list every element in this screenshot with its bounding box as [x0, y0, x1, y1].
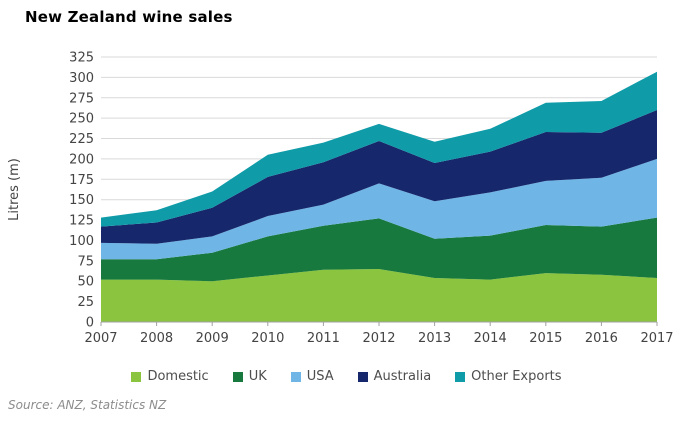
- x-tick-label: 2009: [196, 331, 229, 346]
- legend-swatch-australia: [357, 371, 368, 382]
- y-tick-label: 250: [69, 112, 94, 127]
- x-tick-label: 2012: [362, 331, 395, 346]
- y-tick-label: 325: [69, 51, 94, 66]
- x-tick-label: 2017: [640, 331, 673, 346]
- y-tick-label: 300: [69, 71, 94, 86]
- legend-label: Australia: [373, 369, 432, 384]
- area-uk: [101, 217, 657, 282]
- source-note: Source: ANZ, Statistics NZ: [8, 398, 167, 412]
- x-tick-label: 2015: [529, 331, 562, 346]
- y-tick-label: 0: [86, 316, 94, 331]
- legend-label: USA: [306, 369, 334, 384]
- x-tick-label: 2013: [418, 331, 451, 346]
- x-tick-label: 2014: [474, 331, 507, 346]
- legend-item-uk: UK: [232, 369, 267, 384]
- chart-title: New Zealand wine sales: [25, 8, 233, 26]
- area-domestic: [101, 269, 657, 322]
- x-tick-label: 2011: [307, 331, 340, 346]
- x-tick-label: 2008: [140, 331, 173, 346]
- y-tick-label: 125: [69, 214, 94, 229]
- y-tick-label: 25: [77, 295, 94, 310]
- area-other-exports: [101, 71, 657, 227]
- legend-item-australia: Australia: [357, 369, 432, 384]
- y-tick-label: 275: [69, 91, 94, 106]
- legend-label: UK: [248, 369, 267, 384]
- legend-swatch-domestic: [131, 371, 142, 382]
- x-tick-label: 2007: [84, 331, 117, 346]
- legend-swatch-other-exports: [455, 371, 466, 382]
- y-tick-label: 50: [77, 275, 94, 290]
- y-axis-title: Litres (m): [7, 158, 22, 221]
- legend-swatch-uk: [232, 371, 243, 382]
- x-tick-label: 2010: [251, 331, 284, 346]
- legend-item-other-exports: Other Exports: [455, 369, 562, 384]
- y-tick-label: 200: [69, 152, 94, 167]
- chart-legend: Domestic UK USA Australia Other Exports: [0, 369, 693, 384]
- y-tick-label: 225: [69, 132, 94, 147]
- legend-item-usa: USA: [290, 369, 334, 384]
- legend-swatch-usa: [290, 371, 301, 382]
- stacked-area-chart: 2007 2008 2009 2010 2011 2012 2013 2014 2015 2016…: [7, 51, 674, 347]
- y-tick-label: 75: [77, 254, 94, 269]
- legend-label: Domestic: [147, 369, 209, 384]
- y-tick-label: 100: [69, 234, 94, 249]
- area-usa: [101, 158, 657, 260]
- area-australia: [101, 110, 657, 244]
- y-tick-label: 175: [69, 173, 94, 188]
- legend-label: Other Exports: [471, 369, 562, 384]
- x-tick-label: 2016: [585, 331, 618, 346]
- y-tick-label: 150: [69, 193, 94, 208]
- legend-item-domestic: Domestic: [131, 369, 209, 384]
